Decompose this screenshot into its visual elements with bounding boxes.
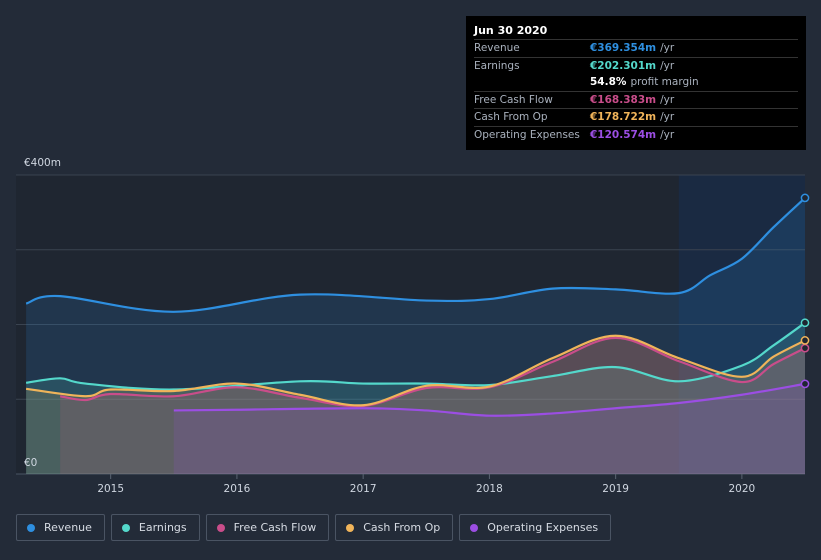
operating-expenses-line	[173, 382, 806, 417]
tooltip-row-label: Revenue	[474, 42, 520, 54]
free-cash-flow-line	[59, 336, 806, 408]
earnings-line	[25, 321, 806, 391]
tooltip-row-suffix: /yr	[660, 128, 675, 141]
tooltip-row-value: 54.8%	[590, 76, 627, 88]
y-label-bottom: €0	[24, 457, 37, 469]
legend-label: Free Cash Flow	[233, 521, 317, 534]
series-areas	[26, 197, 806, 474]
legend-dot-icon	[27, 523, 35, 532]
x-axis: 2015 2016 2017 2018 2019 2020	[97, 474, 755, 495]
legend-item-cash-from-op[interactable]: Cash From Op	[335, 514, 454, 541]
y-label-top: €400m	[24, 157, 61, 169]
legend-label: Revenue	[44, 521, 92, 534]
legend-dot-icon	[121, 523, 130, 532]
legend-item-revenue[interactable]: Revenue	[16, 514, 105, 541]
earnings-endpoint	[800, 318, 810, 328]
legend-label: Earnings	[138, 521, 187, 534]
x-tick-label: 2020	[729, 483, 756, 495]
tooltip-row-label: Operating Expenses	[474, 128, 580, 141]
cash-from-op-line	[25, 334, 806, 407]
tooltip-row-label	[474, 74, 590, 91]
tooltip-row-suffix: /yr	[660, 111, 675, 123]
legend-item-free-cash-flow[interactable]: Free Cash Flow	[205, 514, 330, 541]
gridlines	[16, 174, 805, 475]
legend-label: Cash From Op	[363, 521, 441, 534]
legend-item-earnings[interactable]: Earnings	[110, 514, 200, 541]
tooltip-row-value: €202.301m	[590, 59, 657, 72]
free-cash-flow-endpoint	[800, 343, 810, 353]
series-lines	[25, 197, 806, 417]
earnings-area	[26, 322, 806, 474]
legend-dot-icon	[216, 523, 225, 532]
legend-dot-icon	[346, 523, 355, 532]
x-tick-label: 2017	[350, 483, 377, 495]
x-tick-label: 2018	[476, 483, 503, 495]
tooltip-row-value: €168.383m	[590, 93, 657, 106]
tooltip-row: Operating Expenses €120.574m/yr	[474, 125, 798, 144]
tooltip-row-label: Free Cash Flow	[474, 93, 553, 106]
tooltip-row-label: Cash From Op	[474, 111, 548, 123]
revenue-area	[26, 197, 806, 474]
revenue-endpoint	[800, 193, 810, 203]
tooltip-row-label: Earnings	[474, 59, 520, 72]
tooltip-row-suffix: /yr	[660, 93, 675, 106]
tooltip-row-value: €178.722m	[590, 111, 657, 123]
tooltip-row-suffix: /yr	[660, 59, 675, 72]
legend: Revenue Earnings Free Cash Flow Cash From O…	[16, 514, 612, 541]
series-endpoints	[800, 193, 810, 389]
tooltip: Jun 30 2020 Revenue €369.354m/yr Earnings €…	[466, 16, 806, 150]
legend-label: Operating Expenses	[487, 521, 599, 534]
tooltip-title: Jun 30 2020	[474, 24, 548, 37]
free-cash-flow-area	[60, 337, 805, 474]
x-tick-label: 2015	[97, 483, 124, 495]
tooltip-row-value: €369.354m	[590, 42, 657, 54]
cash-from-op-endpoint	[800, 336, 810, 345]
tooltip-row-suffix: /yr	[660, 42, 675, 54]
x-tick-label: 2019	[602, 483, 629, 495]
tooltip-row: 54.8% profit margin	[474, 74, 798, 91]
legend-item-operating-expenses[interactable]: Operating Expenses	[459, 514, 612, 541]
tooltip-row: Free Cash Flow €168.383m/yr	[474, 90, 798, 109]
tooltip-row: Earnings €202.301m/yr	[474, 56, 798, 75]
operating-expenses-endpoint	[800, 379, 810, 389]
cash-from-op-area	[26, 335, 806, 474]
tooltip-row: Cash From Op €178.722m/yr	[474, 108, 798, 126]
tooltip-row-suffix: profit margin	[630, 76, 699, 88]
tooltip-row: Revenue €369.354m/yr	[474, 39, 798, 57]
tooltip-row-value: €120.574m	[590, 128, 657, 141]
revenue-line	[25, 197, 806, 313]
legend-dot-icon	[470, 523, 479, 532]
x-tick-label: 2016	[224, 483, 251, 495]
